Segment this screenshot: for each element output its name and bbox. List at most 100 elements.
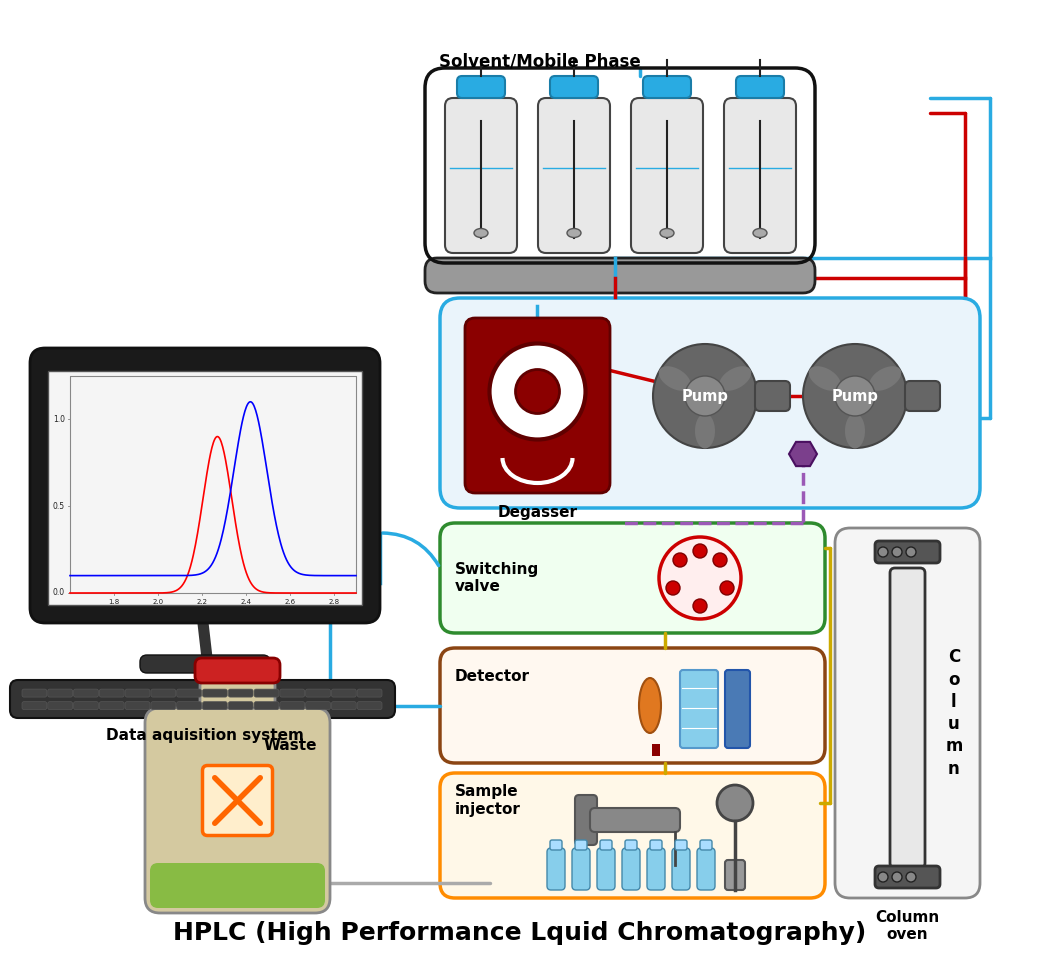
- FancyBboxPatch shape: [194, 658, 280, 683]
- Text: Column
oven: Column oven: [876, 910, 939, 943]
- FancyBboxPatch shape: [254, 689, 279, 697]
- FancyBboxPatch shape: [724, 98, 796, 253]
- FancyBboxPatch shape: [229, 689, 253, 697]
- Ellipse shape: [567, 228, 581, 237]
- FancyBboxPatch shape: [550, 840, 562, 850]
- FancyBboxPatch shape: [445, 98, 517, 253]
- FancyBboxPatch shape: [575, 795, 597, 845]
- Ellipse shape: [720, 366, 751, 391]
- FancyBboxPatch shape: [48, 702, 73, 710]
- Text: 0.0: 0.0: [53, 589, 64, 597]
- Ellipse shape: [809, 366, 840, 391]
- FancyBboxPatch shape: [625, 840, 636, 850]
- Circle shape: [490, 344, 586, 439]
- Text: Pump: Pump: [832, 388, 879, 404]
- FancyBboxPatch shape: [725, 860, 745, 890]
- FancyBboxPatch shape: [332, 702, 357, 710]
- FancyBboxPatch shape: [547, 848, 565, 890]
- Ellipse shape: [474, 228, 488, 237]
- Ellipse shape: [753, 228, 768, 237]
- Text: 0.5: 0.5: [53, 501, 64, 510]
- FancyBboxPatch shape: [425, 258, 815, 293]
- FancyBboxPatch shape: [177, 689, 202, 697]
- Circle shape: [673, 553, 687, 567]
- Circle shape: [892, 547, 902, 557]
- FancyBboxPatch shape: [22, 702, 47, 710]
- Circle shape: [906, 872, 916, 882]
- Circle shape: [720, 581, 734, 595]
- FancyBboxPatch shape: [357, 689, 382, 697]
- FancyBboxPatch shape: [875, 541, 940, 563]
- Text: Solvent/Mobile Phase: Solvent/Mobile Phase: [439, 52, 641, 70]
- FancyBboxPatch shape: [140, 655, 270, 673]
- FancyBboxPatch shape: [151, 689, 176, 697]
- FancyBboxPatch shape: [700, 840, 712, 850]
- FancyBboxPatch shape: [357, 702, 382, 710]
- Circle shape: [878, 872, 888, 882]
- FancyBboxPatch shape: [200, 680, 275, 708]
- Circle shape: [878, 547, 888, 557]
- Ellipse shape: [844, 413, 865, 448]
- Text: Switching
valve: Switching valve: [456, 561, 540, 594]
- FancyBboxPatch shape: [465, 318, 610, 493]
- Text: 2.2: 2.2: [197, 599, 208, 605]
- FancyBboxPatch shape: [203, 689, 228, 697]
- Text: HPLC (High Performance Lquid Chromatography): HPLC (High Performance Lquid Chromatogra…: [174, 921, 866, 945]
- Text: 2.0: 2.0: [153, 599, 163, 605]
- Circle shape: [713, 553, 727, 567]
- FancyBboxPatch shape: [875, 866, 940, 888]
- Text: 2.6: 2.6: [284, 599, 295, 605]
- FancyBboxPatch shape: [672, 848, 690, 890]
- FancyBboxPatch shape: [30, 348, 380, 623]
- Circle shape: [666, 581, 680, 595]
- FancyBboxPatch shape: [203, 766, 272, 835]
- FancyBboxPatch shape: [440, 523, 825, 633]
- Text: Degasser: Degasser: [497, 505, 577, 520]
- Text: C
o
l
u
m
n: C o l u m n: [945, 649, 963, 777]
- Circle shape: [693, 599, 707, 613]
- FancyBboxPatch shape: [440, 298, 980, 508]
- FancyBboxPatch shape: [680, 670, 718, 748]
- FancyBboxPatch shape: [755, 381, 790, 411]
- FancyBboxPatch shape: [125, 702, 150, 710]
- Text: 2.8: 2.8: [329, 599, 340, 605]
- FancyBboxPatch shape: [600, 840, 612, 850]
- FancyBboxPatch shape: [675, 840, 687, 850]
- FancyBboxPatch shape: [22, 689, 47, 697]
- Text: Detector: Detector: [456, 669, 530, 684]
- Ellipse shape: [660, 228, 674, 237]
- Text: 2.4: 2.4: [240, 599, 252, 605]
- Text: Pump: Pump: [681, 388, 728, 404]
- Ellipse shape: [639, 678, 661, 733]
- FancyBboxPatch shape: [280, 689, 305, 697]
- Circle shape: [693, 544, 707, 558]
- FancyBboxPatch shape: [457, 76, 505, 98]
- FancyBboxPatch shape: [440, 773, 825, 898]
- FancyBboxPatch shape: [590, 808, 680, 832]
- FancyBboxPatch shape: [48, 689, 73, 697]
- FancyBboxPatch shape: [100, 702, 124, 710]
- FancyBboxPatch shape: [650, 840, 662, 850]
- FancyBboxPatch shape: [280, 702, 305, 710]
- Ellipse shape: [869, 366, 902, 391]
- Circle shape: [516, 370, 560, 413]
- FancyBboxPatch shape: [229, 702, 253, 710]
- FancyBboxPatch shape: [306, 702, 331, 710]
- Ellipse shape: [695, 413, 714, 448]
- FancyBboxPatch shape: [177, 702, 202, 710]
- FancyBboxPatch shape: [306, 689, 331, 697]
- FancyBboxPatch shape: [597, 848, 615, 890]
- Text: Sample
injector: Sample injector: [456, 784, 521, 817]
- Text: Waste: Waste: [263, 738, 317, 753]
- Ellipse shape: [658, 366, 691, 391]
- FancyBboxPatch shape: [905, 381, 940, 411]
- FancyBboxPatch shape: [647, 848, 665, 890]
- FancyBboxPatch shape: [125, 689, 150, 697]
- Circle shape: [717, 785, 753, 821]
- Circle shape: [892, 872, 902, 882]
- Text: 1.0: 1.0: [53, 414, 64, 424]
- FancyBboxPatch shape: [725, 670, 750, 748]
- FancyBboxPatch shape: [643, 76, 691, 98]
- FancyBboxPatch shape: [622, 848, 640, 890]
- FancyBboxPatch shape: [203, 702, 228, 710]
